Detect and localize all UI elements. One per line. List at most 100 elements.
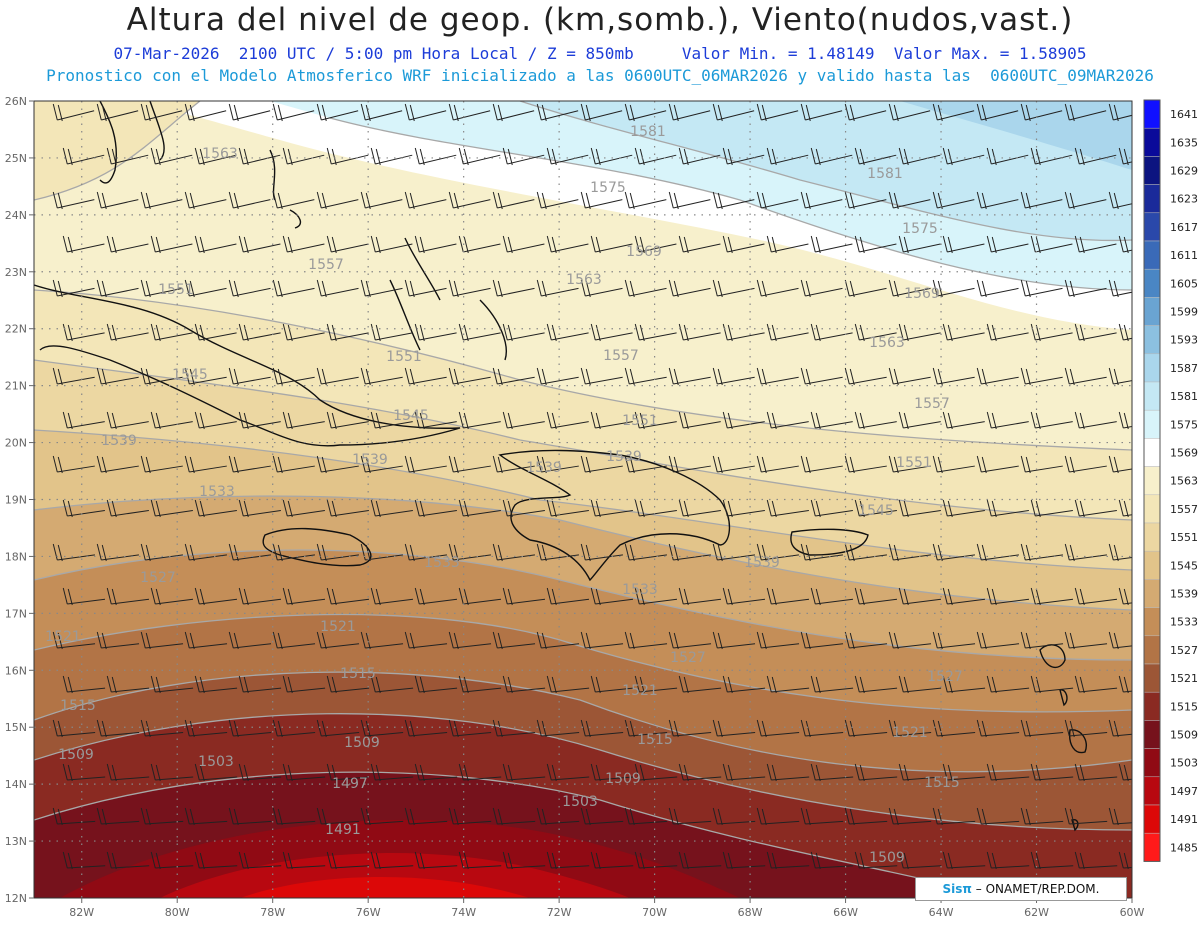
wind-barb bbox=[893, 376, 931, 385]
wind-barb bbox=[1113, 733, 1132, 737]
lon-label: 74W bbox=[451, 906, 476, 919]
colorbar-swatch bbox=[1143, 212, 1161, 242]
wind-barb bbox=[463, 421, 501, 429]
wind-barb bbox=[111, 865, 150, 869]
wind-barb bbox=[981, 110, 1019, 121]
wind-barb bbox=[67, 598, 106, 605]
colorbar-swatch bbox=[1143, 522, 1161, 552]
wind-barb bbox=[551, 687, 590, 693]
wind-barb bbox=[233, 554, 271, 561]
wind-barb bbox=[145, 643, 184, 649]
wind-barb bbox=[419, 509, 457, 517]
wind-barb bbox=[727, 332, 765, 341]
wind-barb bbox=[287, 598, 326, 605]
colorbar-label: 1563 bbox=[1170, 475, 1198, 488]
wind-barb bbox=[683, 776, 722, 781]
colorbar-label: 1599 bbox=[1170, 306, 1198, 319]
colorbar-label: 1581 bbox=[1170, 390, 1198, 403]
lat-label: 19N bbox=[5, 494, 27, 507]
wind-barb bbox=[111, 776, 150, 781]
wind-barb bbox=[541, 643, 580, 649]
contour-label: 1503 bbox=[198, 754, 234, 770]
wind-barb bbox=[409, 110, 447, 121]
wind-barb bbox=[287, 243, 325, 253]
colorbar-swatch bbox=[1143, 550, 1161, 580]
wind-barb bbox=[1025, 820, 1064, 825]
wind-barb bbox=[497, 287, 535, 297]
wind-barb bbox=[199, 865, 238, 869]
colorbar-label: 1521 bbox=[1170, 672, 1198, 685]
wind-barb bbox=[233, 643, 272, 649]
wind-barb bbox=[541, 465, 579, 473]
colorbar-swatch bbox=[1143, 832, 1161, 862]
wind-barb bbox=[771, 509, 809, 517]
wind-barb bbox=[849, 376, 887, 385]
lat-label: 24N bbox=[5, 209, 27, 222]
wind-barb bbox=[365, 643, 404, 649]
wind-barb bbox=[145, 110, 183, 121]
wind-barb bbox=[1079, 865, 1118, 869]
wind-barb bbox=[903, 776, 942, 781]
wind-barb bbox=[233, 110, 271, 121]
colorbar-label: 1545 bbox=[1170, 559, 1198, 572]
colorbar-swatch bbox=[1143, 691, 1161, 721]
wind-barb bbox=[1069, 465, 1107, 473]
latitude-labels: 26N 25N 24N 23N 22N 21N 20N 19N 18N 17N 16N 15N 14N 1… bbox=[5, 95, 34, 905]
wind-barb bbox=[1069, 643, 1108, 649]
wind-barb bbox=[375, 687, 414, 693]
wind-barb bbox=[727, 865, 766, 869]
wind-barb bbox=[1123, 337, 1132, 341]
wind-barb bbox=[859, 509, 897, 517]
contour-label: 1551 bbox=[622, 413, 658, 429]
wind-barb bbox=[155, 243, 193, 253]
wind-barb bbox=[541, 732, 580, 737]
wind-barb bbox=[903, 243, 941, 253]
wind-barb bbox=[463, 687, 502, 693]
contour-label: 1533 bbox=[424, 555, 460, 571]
wind-barb bbox=[243, 865, 282, 869]
wind-barb bbox=[321, 376, 359, 385]
wind-barb bbox=[859, 865, 898, 869]
wind-barb bbox=[937, 287, 975, 297]
wind-barb bbox=[673, 465, 711, 473]
wind-barb bbox=[717, 465, 755, 473]
wind-barb bbox=[849, 554, 887, 561]
colorbar-label: 1623 bbox=[1170, 193, 1198, 206]
lat-label: 15N bbox=[5, 721, 27, 734]
wind-barb bbox=[595, 509, 633, 517]
wind-barb bbox=[243, 243, 281, 253]
wind-barb bbox=[463, 598, 502, 605]
wind-barb bbox=[1025, 554, 1063, 561]
wind-barb bbox=[673, 643, 712, 649]
colorbar-swatch bbox=[1143, 635, 1161, 665]
wind-barb bbox=[639, 687, 678, 693]
colorbar-label: 1485 bbox=[1170, 841, 1198, 854]
wind-barb bbox=[243, 332, 281, 341]
wind-barb bbox=[849, 110, 887, 121]
wind-barb bbox=[57, 287, 95, 297]
colorbar-swatch bbox=[1143, 268, 1161, 298]
contour-label: 1551 bbox=[896, 455, 932, 471]
wind-barb bbox=[375, 598, 414, 605]
wind-barb bbox=[365, 110, 403, 121]
colorbar-label: 1515 bbox=[1170, 700, 1198, 713]
wind-barb bbox=[111, 243, 149, 253]
wind-barb bbox=[717, 820, 756, 825]
wind-barb bbox=[243, 421, 281, 429]
wind-barb bbox=[1035, 776, 1074, 781]
wind-barb bbox=[815, 154, 853, 165]
contour-label: 1575 bbox=[590, 180, 626, 196]
wind-barb bbox=[639, 776, 678, 781]
colorbar-label: 1497 bbox=[1170, 785, 1198, 798]
wind-barb bbox=[849, 643, 888, 649]
wind-barb bbox=[155, 865, 194, 869]
wind-barb bbox=[893, 732, 932, 737]
wind-barb bbox=[233, 376, 271, 385]
wind-barb bbox=[629, 554, 667, 561]
wind-barb bbox=[497, 110, 535, 121]
wind-barb bbox=[585, 287, 623, 297]
wind-barb bbox=[595, 332, 633, 341]
wind-barb bbox=[673, 376, 711, 385]
colorbar-label: 1533 bbox=[1170, 616, 1198, 629]
wind-barb bbox=[507, 865, 546, 869]
